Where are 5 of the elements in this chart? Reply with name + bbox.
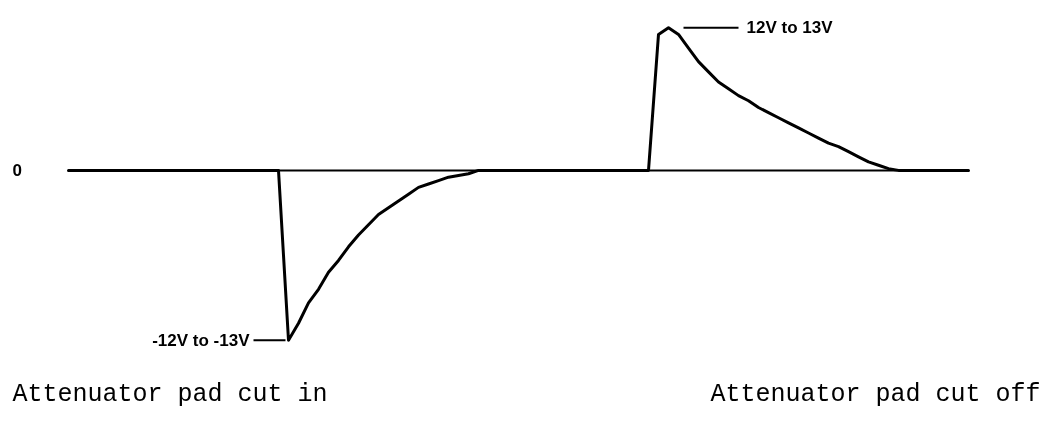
text: Attenuator pad cut off <box>710 380 1041 410</box>
annotation: -12V to -13V <box>152 330 251 350</box>
annotation: 12V to 13V <box>746 18 834 38</box>
text: 0 <box>12 161 22 181</box>
text: Attenuator pad cut in <box>12 380 328 410</box>
